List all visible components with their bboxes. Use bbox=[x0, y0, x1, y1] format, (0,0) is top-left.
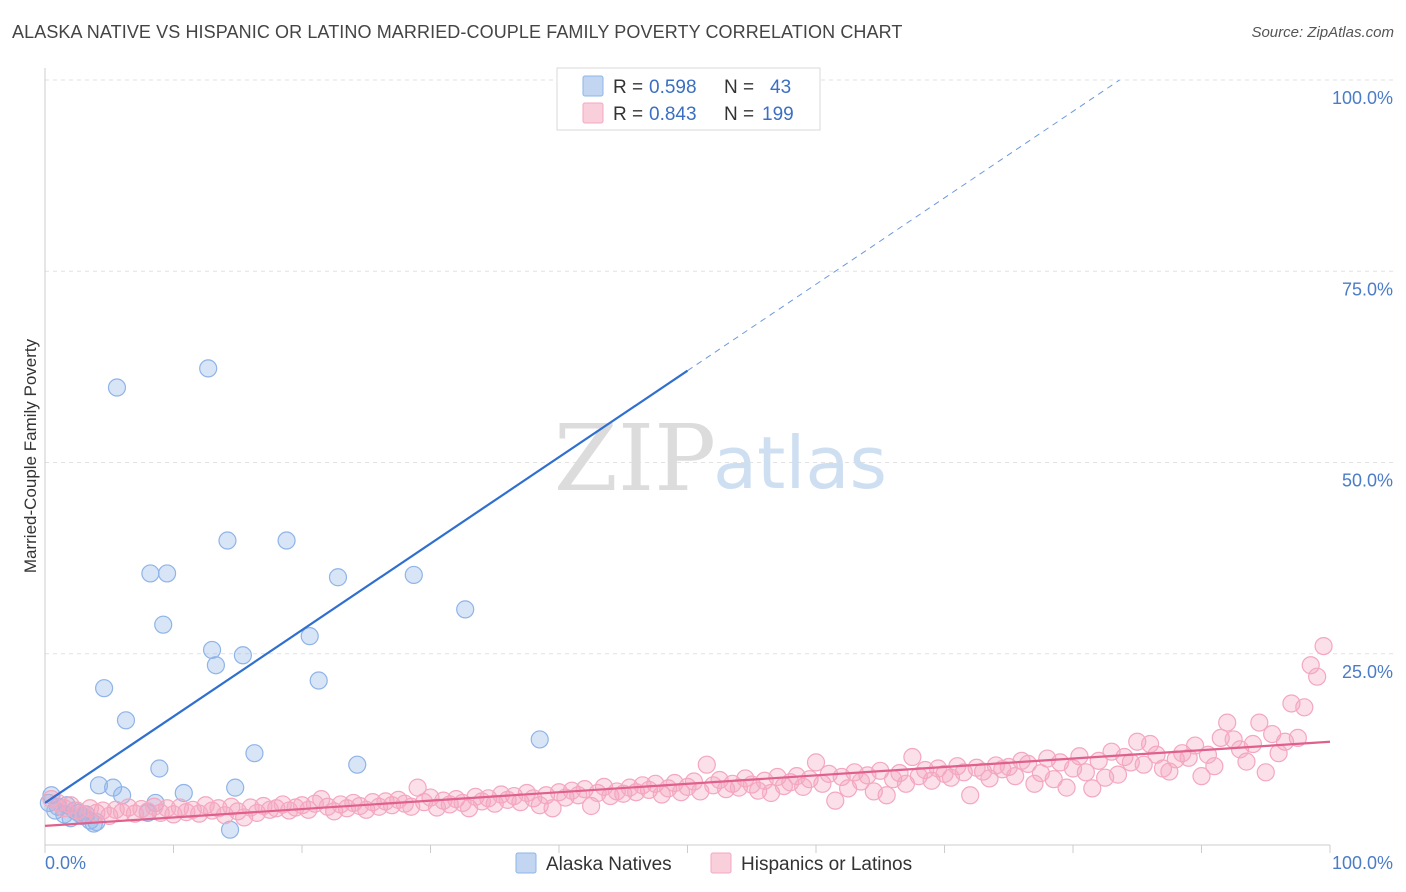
hispanics-or-latinos-point-28 bbox=[222, 797, 241, 816]
legend-swatch-alaska-natives bbox=[515, 852, 537, 874]
alaska-natives-point-17 bbox=[107, 378, 127, 397]
series-hispanics-or-latinos bbox=[42, 636, 1333, 827]
trend-lines bbox=[44, 79, 1331, 827]
hispanics-or-latinos-point-179 bbox=[1192, 767, 1211, 786]
stats-n-value-blue: 43 bbox=[770, 77, 791, 98]
alaska-natives-point-40 bbox=[404, 565, 423, 585]
alaska-natives-point-15 bbox=[95, 679, 114, 698]
watermark-zip: ZIP bbox=[554, 405, 716, 512]
alaska-natives-point-19 bbox=[116, 711, 136, 730]
y-tick-label-1: 75.0% bbox=[1342, 279, 1393, 299]
trend-line-hispanics-or-latinos bbox=[44, 740, 1331, 827]
hispanics-or-latinos-point-183 bbox=[1218, 713, 1237, 732]
hispanics-or-latinos-point-119 bbox=[806, 753, 826, 772]
alaska-natives-point-33 bbox=[233, 646, 252, 665]
hispanics-or-latinos-point-143 bbox=[961, 786, 980, 805]
source-label: Source: ZipAtlas.com bbox=[1251, 24, 1394, 41]
hispanics-or-latinos-point-189 bbox=[1256, 763, 1275, 782]
series-alaska-natives bbox=[39, 359, 549, 839]
hispanics-or-latinos-point-197 bbox=[1308, 667, 1327, 686]
alaska-natives-point-36 bbox=[300, 627, 319, 646]
hispanics-or-latinos-point-186 bbox=[1237, 752, 1256, 771]
stats-n-label-pink: N = bbox=[724, 104, 754, 125]
y-tick-labels: 100.0% 75.0% 50.0% 25.0% bbox=[1332, 88, 1393, 682]
alaska-natives-point-21 bbox=[141, 564, 160, 583]
hispanics-or-latinos-point-130 bbox=[877, 786, 896, 805]
stats-n-value-pink: 199 bbox=[762, 104, 794, 125]
alaska-natives-point-34 bbox=[245, 744, 264, 763]
hispanics-or-latinos-point-162 bbox=[1083, 779, 1102, 798]
alaska-natives-point-41 bbox=[456, 600, 475, 619]
stats-r-label-pink: R = bbox=[613, 104, 643, 125]
y-tick-label-0: 100.0% bbox=[1332, 88, 1393, 108]
stats-r-value-blue: 0.598 bbox=[649, 77, 697, 98]
hispanics-or-latinos-point-160 bbox=[1070, 747, 1089, 766]
stats-r-value-pink: 0.843 bbox=[649, 104, 697, 125]
hispanics-or-latinos-point-102 bbox=[697, 755, 716, 774]
hispanics-or-latinos-point-188 bbox=[1250, 713, 1269, 732]
stats-r-label-blue: R = bbox=[613, 77, 643, 98]
hispanics-or-latinos-point-187 bbox=[1243, 734, 1263, 754]
alaska-natives-point-28 bbox=[202, 640, 222, 660]
hispanics-or-latinos-point-198 bbox=[1314, 636, 1333, 656]
alaska-natives-point-23 bbox=[150, 759, 169, 778]
alaska-natives-point-38 bbox=[328, 568, 348, 587]
legend-label-hispanics-or-latinos: Hispanics or Latinos bbox=[741, 854, 912, 875]
trend-line-alaska-natives-extension bbox=[687, 79, 1120, 372]
stats-n-label-blue: N = bbox=[724, 77, 754, 98]
hispanics-or-latinos-point-156 bbox=[1044, 770, 1063, 789]
hispanics-or-latinos-point-134 bbox=[903, 747, 922, 767]
x-tick-label-max: 100.0% bbox=[1332, 853, 1393, 873]
hispanics-or-latinos-point-181 bbox=[1205, 757, 1224, 776]
alaska-natives-point-24 bbox=[154, 615, 173, 634]
alaska-natives-point-39 bbox=[348, 755, 367, 774]
watermark: ZIP atlas bbox=[554, 405, 887, 512]
y-tick-label-3: 25.0% bbox=[1342, 662, 1393, 682]
hispanics-or-latinos-point-122 bbox=[826, 791, 845, 810]
alaska-natives-point-29 bbox=[206, 656, 226, 675]
legend-swatch-hispanics-or-latinos bbox=[710, 852, 732, 874]
alaska-natives-point-30 bbox=[218, 531, 237, 550]
hispanics-or-latinos-point-152 bbox=[1018, 754, 1038, 774]
grid-layer bbox=[45, 79, 1395, 655]
x-tick-label-min: 0.0% bbox=[45, 853, 86, 873]
alaska-natives-point-27 bbox=[199, 359, 218, 378]
y-axis-label: Married-Couple Family Poverty bbox=[21, 338, 40, 573]
hispanics-or-latinos-point-161 bbox=[1076, 763, 1095, 782]
stats-legend: R = 0.598 N = 43 R = 0.843 N = 199 bbox=[556, 67, 821, 131]
hispanics-or-latinos-point-153 bbox=[1025, 774, 1044, 793]
alaska-natives-point-37 bbox=[309, 671, 328, 690]
stats-legend-swatch-blue bbox=[582, 75, 604, 97]
legend-label-alaska-natives: Alaska Natives bbox=[546, 854, 672, 875]
hispanics-or-latinos-point-100 bbox=[684, 772, 704, 791]
alaska-natives-point-26 bbox=[174, 783, 193, 803]
hispanics-or-latinos-point-50 bbox=[363, 793, 382, 812]
alaska-natives-point-14 bbox=[89, 776, 109, 795]
chart-title: ALASKA NATIVE VS HISPANIC OR LATINO MARR… bbox=[12, 22, 903, 42]
hispanics-or-latinos-point-170 bbox=[1134, 755, 1153, 774]
alaska-natives-point-25 bbox=[157, 564, 177, 583]
alaska-natives-point-32 bbox=[226, 778, 245, 797]
trend-line-alaska-natives bbox=[44, 369, 689, 804]
hispanics-or-latinos-point-195 bbox=[1295, 698, 1314, 717]
hispanics-or-latinos-point-78 bbox=[543, 799, 562, 818]
hispanics-or-latinos-point-196 bbox=[1301, 656, 1320, 675]
hispanics-or-latinos-point-158 bbox=[1057, 778, 1076, 797]
watermark-atlas: atlas bbox=[713, 421, 887, 505]
hispanics-or-latinos-point-166 bbox=[1108, 765, 1128, 784]
alaska-natives-point-42 bbox=[530, 730, 549, 749]
axes-layer bbox=[44, 68, 1331, 853]
stats-legend-swatch-pink bbox=[582, 102, 604, 124]
alaska-natives-point-35 bbox=[277, 531, 296, 550]
series-legend: Alaska Natives Hispanics or Latinos bbox=[515, 852, 912, 875]
y-tick-label-2: 50.0% bbox=[1342, 471, 1393, 491]
hispanics-or-latinos-point-194 bbox=[1288, 728, 1307, 748]
hispanics-or-latinos-point-150 bbox=[1006, 767, 1025, 786]
